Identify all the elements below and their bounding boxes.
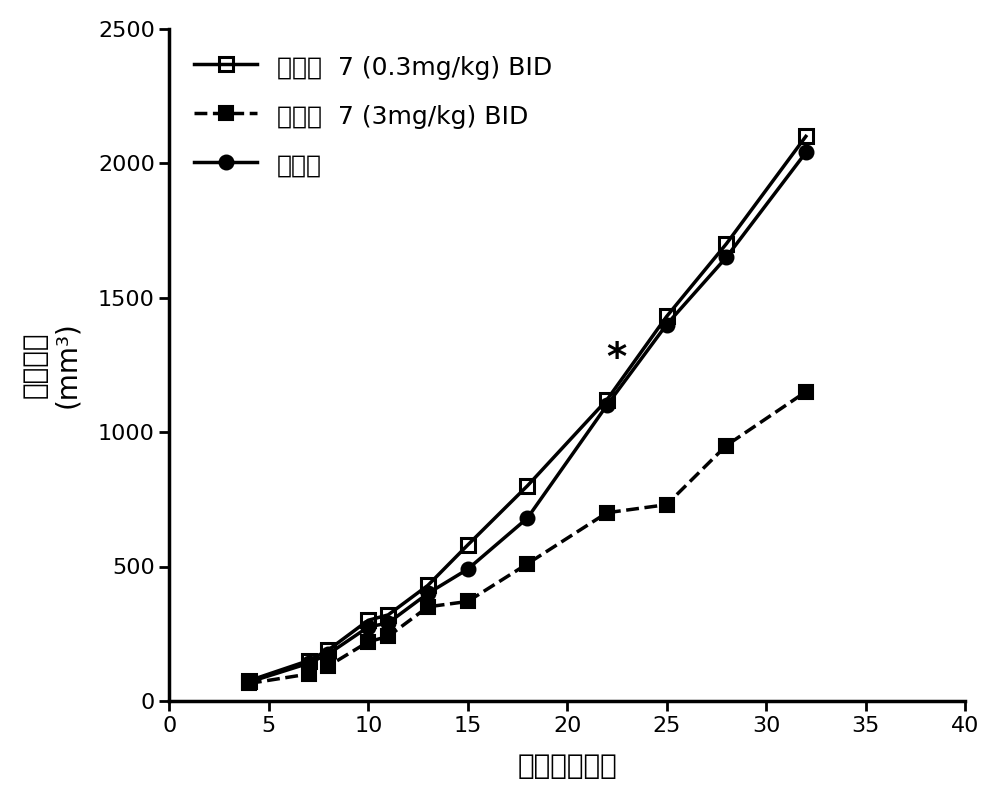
媒介物 bbox=[303, 658, 315, 668]
Line: 媒介物: 媒介物 bbox=[242, 146, 813, 689]
Legend: 化合物  7 (0.3mg/kg) BID, 化合物  7 (3mg/kg) BID, 媒介物: 化合物 7 (0.3mg/kg) BID, 化合物 7 (3mg/kg) BID… bbox=[182, 42, 565, 190]
化合物  7 (3mg/kg) BID bbox=[521, 559, 533, 569]
化合物  7 (0.3mg/kg) BID bbox=[601, 395, 613, 405]
X-axis label: 接种后的天数: 接种后的天数 bbox=[517, 752, 617, 780]
化合物  7 (0.3mg/kg) BID bbox=[243, 676, 255, 686]
化合物  7 (3mg/kg) BID bbox=[243, 678, 255, 688]
化合物  7 (3mg/kg) BID bbox=[720, 441, 732, 450]
化合物  7 (0.3mg/kg) BID bbox=[521, 481, 533, 491]
媒介物 bbox=[661, 320, 673, 329]
化合物  7 (0.3mg/kg) BID bbox=[362, 615, 374, 625]
化合物  7 (0.3mg/kg) BID bbox=[422, 581, 434, 590]
化合物  7 (3mg/kg) BID bbox=[362, 637, 374, 646]
化合物  7 (0.3mg/kg) BID bbox=[462, 540, 474, 549]
化合物  7 (3mg/kg) BID bbox=[800, 387, 812, 396]
化合物  7 (3mg/kg) BID bbox=[382, 632, 394, 642]
化合物  7 (3mg/kg) BID bbox=[661, 500, 673, 509]
化合物  7 (0.3mg/kg) BID bbox=[303, 656, 315, 666]
化合物  7 (0.3mg/kg) BID bbox=[720, 239, 732, 248]
媒介物 bbox=[521, 513, 533, 523]
媒介物 bbox=[322, 649, 334, 658]
媒介物 bbox=[800, 147, 812, 157]
媒介物 bbox=[462, 565, 474, 574]
Text: *: * bbox=[607, 340, 627, 379]
媒介物 bbox=[243, 678, 255, 687]
Line: 化合物  7 (0.3mg/kg) BID: 化合物 7 (0.3mg/kg) BID bbox=[242, 130, 813, 688]
化合物  7 (0.3mg/kg) BID bbox=[322, 645, 334, 654]
化合物  7 (3mg/kg) BID bbox=[303, 669, 315, 678]
Y-axis label: 肿瘤体积
(mm³): 肿瘤体积 (mm³) bbox=[21, 321, 81, 409]
Line: 化合物  7 (3mg/kg) BID: 化合物 7 (3mg/kg) BID bbox=[242, 384, 813, 690]
化合物  7 (3mg/kg) BID bbox=[322, 661, 334, 670]
化合物  7 (3mg/kg) BID bbox=[422, 602, 434, 612]
媒介物 bbox=[601, 400, 613, 410]
化合物  7 (3mg/kg) BID bbox=[601, 508, 613, 517]
化合物  7 (0.3mg/kg) BID bbox=[661, 312, 673, 321]
化合物  7 (0.3mg/kg) BID bbox=[382, 610, 394, 620]
媒介物 bbox=[362, 622, 374, 632]
化合物  7 (0.3mg/kg) BID bbox=[800, 131, 812, 141]
媒介物 bbox=[720, 252, 732, 262]
媒介物 bbox=[382, 618, 394, 628]
媒介物 bbox=[422, 589, 434, 598]
化合物  7 (3mg/kg) BID bbox=[462, 597, 474, 606]
